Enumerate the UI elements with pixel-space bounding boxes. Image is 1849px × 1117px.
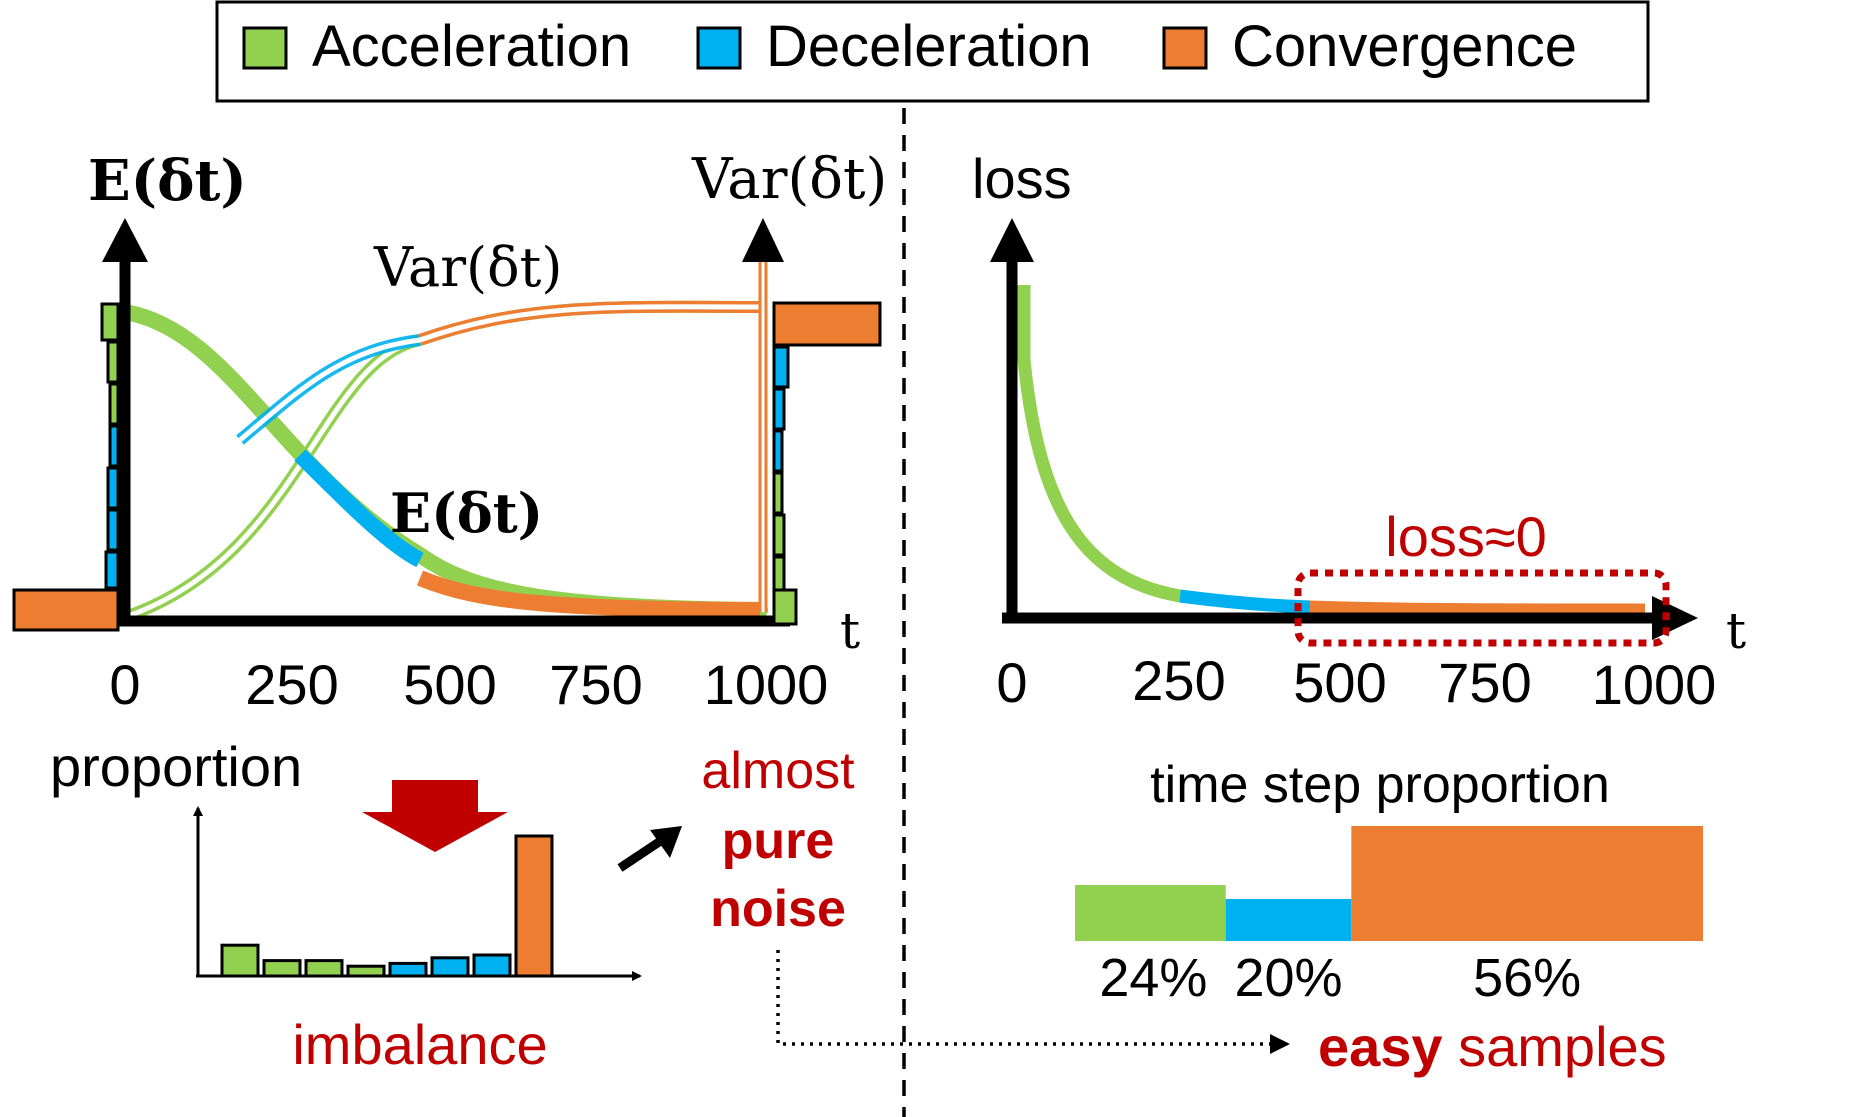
hist-bar-right [772,345,790,389]
hist-bar-right [772,513,786,557]
histogram-bar [262,959,302,978]
imbalance-histogram [220,834,554,978]
right-x-tick: 0 [996,651,1027,714]
noise-pointer-arrowhead [650,826,682,858]
histogram-bar [514,834,554,978]
e-curve-deceleration [294,449,424,568]
dotted-connector-arrowhead [1270,1034,1290,1054]
histogram-bar [346,964,386,978]
legend-swatch-acceleration [242,26,288,70]
hist-bar-left [100,302,120,342]
loss-zero-annotation: loss≈0 [1385,505,1546,568]
var-curve-label: Var(δt) [373,236,562,299]
histogram-bar [304,959,344,978]
legend-frame [215,0,1650,103]
easy-samples-rest: samples [1458,1015,1667,1078]
legend-swatch-convergence [1162,26,1208,70]
left-x-tick: 750 [549,653,642,716]
left-y-axis-arrowhead [102,218,148,262]
left-x-axis-label: t [840,602,860,660]
right-y-axis-arrowhead [990,218,1034,262]
right-x-axis-arrowhead [1652,596,1698,640]
hist-bar-left [106,340,120,384]
noise-caption-almost: almost [701,742,855,800]
proportion-segment [1351,826,1703,941]
loss-curve-convergence [1309,600,1646,617]
left-x-tick: 1000 [704,653,829,716]
noise-caption-noise: noise [710,880,846,938]
proportion-segment-label: 20% [1234,948,1342,1008]
loss-zero-highlight-box [1294,569,1670,647]
legend: Acceleration Deceleration Convergence [215,0,1650,103]
down-arrow-icon [362,780,508,852]
hist-bar-left [106,466,120,510]
left-axis-label: E(δt) [88,148,247,214]
right-x-axis-label: t [1726,602,1746,660]
hist-bar-left [108,382,120,426]
proportion-segment [1225,899,1352,941]
proportion-title: time step proportion [1150,756,1610,814]
hist-bar-right [772,387,786,431]
histogram-bar [472,953,512,978]
imbalance-label: imbalance [292,1013,547,1076]
right-axis-label: Var(δt) [691,147,887,212]
loss-curve-deceleration [1179,589,1311,614]
proportion-segment-label: 24% [1099,948,1207,1008]
easy-samples-caption: easy samples [1318,1015,1667,1078]
easy-samples-bold: easy [1318,1015,1443,1078]
right-y-axis-arrowhead [742,218,784,262]
hist-bar-left-convergence [12,588,120,632]
hist-bar-right [772,588,798,626]
legend-label-deceleration: Deceleration [766,14,1092,79]
hist-bar-left [104,550,120,590]
hist-bar-left [108,424,120,468]
histogram-bar [388,961,428,978]
right-x-tick: 750 [1438,651,1531,714]
proportion-segment [1075,885,1226,941]
right-x-tick: 500 [1293,651,1386,714]
loss-axis-label: loss [972,147,1072,210]
left-x-tick: 500 [403,653,496,716]
hist-bar-right-convergence [772,301,882,347]
left-x-tick: 0 [109,653,140,716]
loss-curve-acceleration [1017,285,1182,603]
right-panel: loss t loss≈0 0 250 500 750 1000 time st… [972,147,1746,1078]
right-x-tick: 250 [1132,649,1225,712]
var-curve-highlight [238,304,761,442]
e-curve-label: E(δt) [390,481,543,545]
proportion-label: proportion [50,735,302,798]
hist-bar-right [772,471,784,515]
e-curve-convergence [416,570,761,618]
legend-label-convergence: Convergence [1232,14,1577,79]
right-axis-histogram [772,301,882,626]
hist-bar-left [106,508,120,552]
legend-swatch-deceleration [696,26,742,70]
histogram-bar [430,956,470,978]
left-x-tick: 250 [245,653,338,716]
legend-label-acceleration: Acceleration [312,14,631,79]
hist-bar-right [772,429,784,473]
left-axis-histogram [12,302,120,632]
proportion-segment-label: 56% [1473,948,1581,1008]
time-step-proportion-bar: 24% 20% 56% [1075,826,1703,1008]
histogram-bar [220,943,260,978]
left-panel: E(δt) Var(δt) Var(δt) E(δt) t 0 250 500 … [12,147,1290,1076]
noise-caption-pure: pure [722,812,835,870]
right-x-tick: 1000 [1592,653,1717,716]
